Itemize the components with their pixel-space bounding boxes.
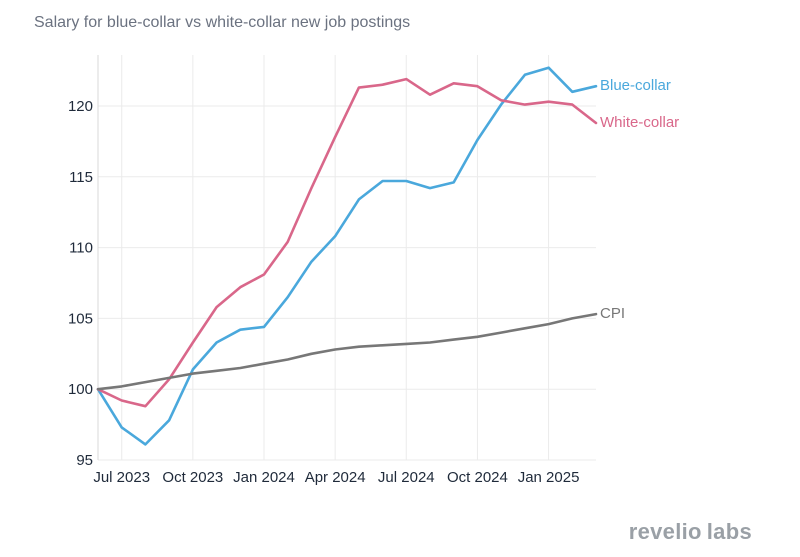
x-tick-label: Oct 2024 xyxy=(447,469,508,486)
series-line-blue-collar xyxy=(96,66,598,446)
x-tick-label: Oct 2023 xyxy=(162,469,223,486)
x-axis: Jul 2023 Oct 2023 Jan 2024 Apr 2024 Jul 2024… xyxy=(93,469,579,486)
chart-title: Salary for blue-collar vs white-collar n… xyxy=(34,14,410,31)
x-tick-label: Jul 2024 xyxy=(378,469,435,486)
x-tick-label: Apr 2024 xyxy=(305,469,366,486)
series-lines xyxy=(96,66,598,446)
brand-logo-left: revelio xyxy=(629,519,702,544)
y-tick-label: 100 xyxy=(68,381,93,398)
y-tick-label: 120 xyxy=(68,98,93,115)
x-tick-label: Jul 2023 xyxy=(93,469,150,486)
y-tick-label: 110 xyxy=(69,240,93,257)
y-tick-label: 95 xyxy=(76,452,93,469)
grid xyxy=(98,55,596,461)
brand-logo: revelio labs xyxy=(629,519,752,544)
y-tick-label: 105 xyxy=(68,310,93,327)
series-label-cpi: CPI xyxy=(600,305,625,322)
y-axis: 95 100 105 110 115 120 xyxy=(68,55,99,469)
y-tick-label: 115 xyxy=(69,169,93,186)
series-labels: Blue-collar White-collar CPI xyxy=(600,77,679,322)
series-line-white-collar xyxy=(96,77,598,408)
series-line-cpi xyxy=(96,312,598,391)
brand-logo-right: labs xyxy=(707,519,752,544)
series-label-blue-collar: Blue-collar xyxy=(600,77,671,94)
x-tick-label: Jan 2025 xyxy=(518,469,580,486)
x-tick-label: Jan 2024 xyxy=(233,469,295,486)
series-label-white-collar: White-collar xyxy=(600,114,679,131)
